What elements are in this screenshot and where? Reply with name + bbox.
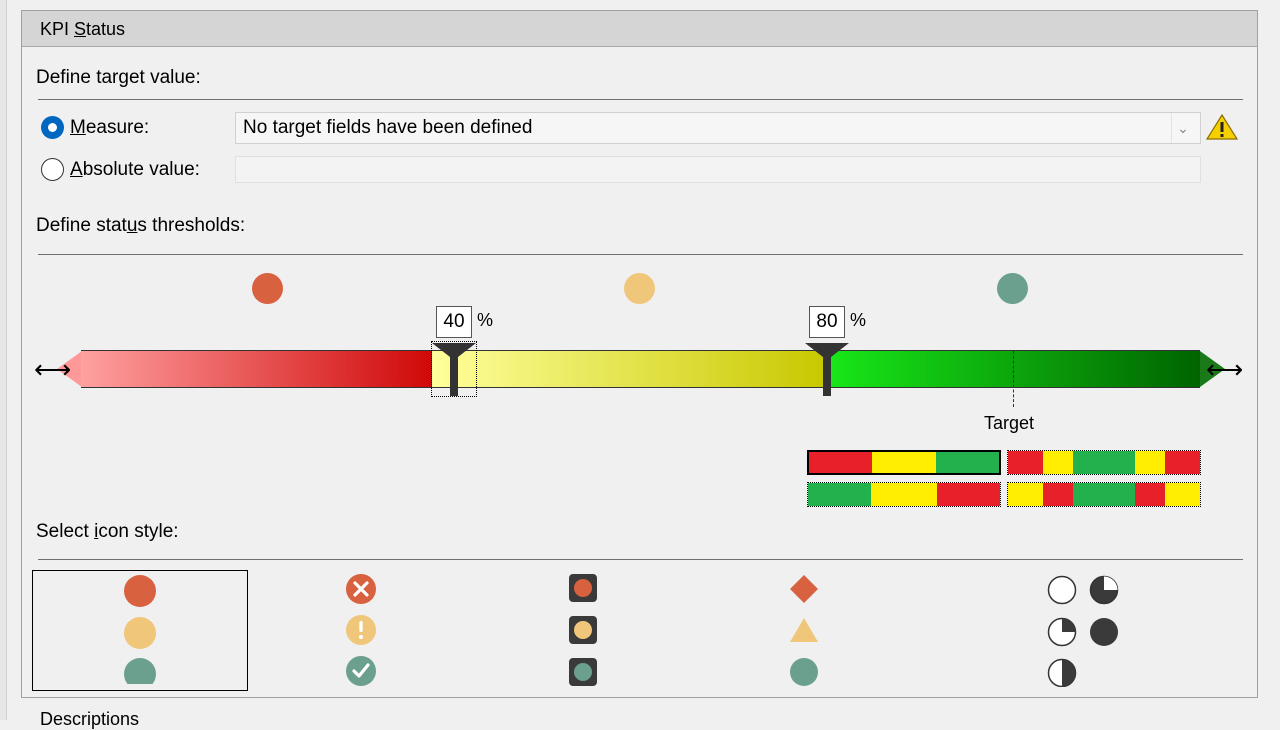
chevron-down-icon[interactable]: ⌄ (1171, 113, 1194, 143)
thresholds-heading: Define status thresholds: (36, 215, 246, 236)
measure-option[interactable]: Measure: (41, 116, 149, 139)
icon-style-heading: Select icon style: (36, 521, 179, 542)
checkmark-icon (346, 656, 376, 686)
thresholds-divider (38, 254, 1243, 255)
measure-select[interactable]: No target fields have been defined ⌄ (235, 112, 1201, 144)
icon-style-framed-squares[interactable] (472, 570, 688, 691)
expand-right-arrow-icon[interactable]: ⟷ (1206, 354, 1244, 384)
absolute-label: Absolute value: (70, 158, 200, 180)
pie-quarter-icons (1047, 575, 1119, 687)
measure-radio[interactable] (41, 116, 64, 139)
window-edge (0, 0, 7, 720)
target-marker-line (1013, 351, 1014, 407)
pattern-red-yellow-green[interactable] (807, 450, 1001, 475)
icon-style-divider (38, 559, 1243, 560)
icon-style-pie-quarters[interactable] (1022, 570, 1238, 691)
low-threshold-handle[interactable] (432, 343, 476, 398)
status-dot-green (997, 273, 1028, 304)
half-pie-icon (1047, 658, 1077, 687)
measure-label: Measure: (70, 116, 150, 138)
pattern-green-yellow-red[interactable] (807, 482, 1001, 507)
icon-style-circles[interactable] (32, 570, 248, 691)
target-divider (38, 99, 1243, 100)
low-threshold-input[interactable]: 40 (436, 306, 472, 338)
high-threshold-input[interactable]: 80 (809, 306, 845, 338)
three-quarter-pie-icon (1089, 575, 1119, 605)
bar-bottom-line (81, 387, 1200, 388)
symbol-icons (346, 574, 376, 686)
error-icon (346, 574, 376, 604)
panel-title: KPI Status (40, 19, 126, 39)
empty-circle-icon (1047, 575, 1077, 605)
handle-focus-rect (431, 341, 477, 397)
red-range-bar (81, 351, 432, 387)
diamond-icon (790, 575, 818, 603)
circle-icon (790, 658, 818, 686)
framed-square-icons (569, 574, 597, 686)
high-threshold-handle[interactable] (805, 343, 849, 398)
target-heading: Define target value: (36, 67, 201, 88)
low-threshold-unit: % (477, 310, 494, 330)
expand-left-arrow-icon[interactable]: ⟷ (34, 354, 72, 384)
bar-left-tip (57, 351, 82, 387)
warning-icon (1206, 113, 1238, 140)
status-dot-red (252, 273, 283, 304)
shape-icons (790, 575, 818, 686)
kpi-status-panel: KPI Status Define target value: Measure:… (21, 10, 1258, 698)
absolute-radio[interactable] (41, 158, 64, 181)
panel-header: KPI Status (22, 11, 1257, 47)
pattern-red-yellow-green-yellow-red[interactable] (1007, 450, 1201, 475)
exclamation-icon (346, 615, 376, 645)
bar-top-line (81, 350, 1200, 351)
status-dot-amber (624, 273, 655, 304)
pattern-yellow-red-green-red-yellow[interactable] (1007, 482, 1201, 507)
target-label: Target (984, 413, 1035, 433)
bar-right-tip (1200, 351, 1225, 387)
absolute-option[interactable]: Absolute value: (41, 158, 200, 181)
yellow-range-bar (432, 351, 826, 387)
icon-style-symbols[interactable] (249, 570, 465, 691)
circle-icons (124, 575, 156, 684)
full-circle-icon (1090, 618, 1118, 646)
triangle-icon (790, 618, 818, 642)
quarter-pie-icon (1047, 617, 1077, 647)
icon-style-shapes[interactable] (692, 570, 908, 691)
measure-select-value: No target fields have been defined (243, 117, 533, 138)
absolute-value-input[interactable] (235, 156, 1201, 183)
high-threshold-unit: % (850, 310, 867, 330)
